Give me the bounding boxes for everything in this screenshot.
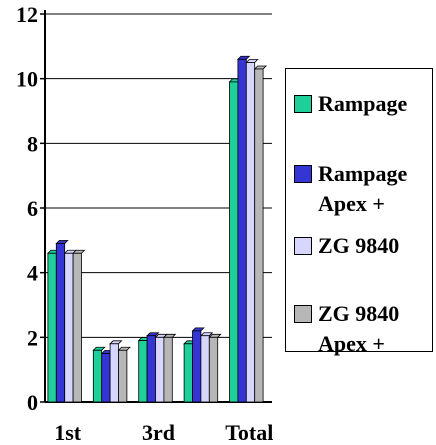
bar-3rd-rampage [138,340,148,403]
bar-4th-rampage-apex [192,330,202,403]
bar-1st-rampage-apex [55,243,66,403]
bar-3rd-zg-9840-apex [163,336,173,403]
bar-4th-zg-9840-top [199,332,214,337]
x-tick-labels: 1st 3rd Total [54,420,273,445]
y-tick-label-12: 12 [16,2,38,27]
bar-1st-zg-9840-apex [72,252,82,403]
y-tick-label-6: 6 [27,196,38,221]
y-tick-label-4: 4 [27,261,38,286]
bar-4th-rampage [183,343,193,403]
y-tick-label-10: 10 [16,67,38,92]
legend-swatch-zg9840-apex [294,305,312,323]
bar-1st-zg-9840 [64,252,74,403]
bar-4th-rampage-apex-top [191,327,205,332]
bar-total-zg-9840-top [245,59,259,63]
legend-label-zg9840: ZG 9840 [318,233,400,258]
bars [46,55,268,403]
legend-swatch-zg9840 [294,237,312,255]
bar-2nd-rampage-top [92,346,106,351]
bar-total-zg-9840-apex-top [253,65,268,70]
legend-item-rampage: Rampage [294,89,428,119]
y-tick-label-2: 2 [27,325,38,350]
bar-4th-zg-9840 [200,335,210,403]
bar-1st-rampage [47,252,57,403]
legend-label-rampage: Rampage [318,91,408,116]
legend-item-zg9840: ZG 9840 [294,231,428,261]
bar-total-rampage-apex [237,58,247,403]
bar-4th-zg-9840-apex [208,336,219,403]
bar-total-rampage [229,81,239,403]
bar-2nd-zg-9840-apex-top [117,346,131,351]
y-tick-label-0: 0 [27,390,38,415]
bar-total-zg-9840 [245,62,256,403]
y-tick-label-8: 8 [27,131,38,156]
y-tick-labels: 0 2 4 6 8 10 12 [16,2,38,415]
bar-total-zg-9840-apex [254,68,264,403]
legend: Rampage Rampage Apex + ZG 9840 ZG 9840 A… [285,68,433,356]
bar-2nd-zg-9840-apex [118,349,128,403]
x-tick-label-total: Total [225,420,273,445]
bar-2nd-zg-9840 [109,343,119,403]
legend-swatch-rampage [294,95,312,113]
legend-label-zg9840-apex: ZG 9840 Apex + [318,301,400,356]
bar-total-rampage-apex-top [236,55,251,60]
bar-3rd-rampage-apex [146,335,156,403]
bar-2nd-rampage-apex [101,353,111,403]
bar-2nd-rampage [92,349,103,403]
bar-3rd-zg-9840 [155,336,165,403]
legend-swatch-rampage-apex [294,165,312,183]
bar-1st-rampage-apex-top [55,240,69,244]
bar-2nd-zg-9840-top [109,340,123,345]
x-tick-label-3rd: 3rd [142,420,175,445]
x-tick-label-1st: 1st [54,420,82,445]
legend-label-rampage-apex: Rampage Apex + [318,161,408,216]
legend-item-zg9840-apex: ZG 9840 Apex + [294,299,428,359]
bar-3rd-rampage-apex-top [146,332,160,337]
legend-item-rampage-apex: Rampage Apex + [294,159,428,219]
